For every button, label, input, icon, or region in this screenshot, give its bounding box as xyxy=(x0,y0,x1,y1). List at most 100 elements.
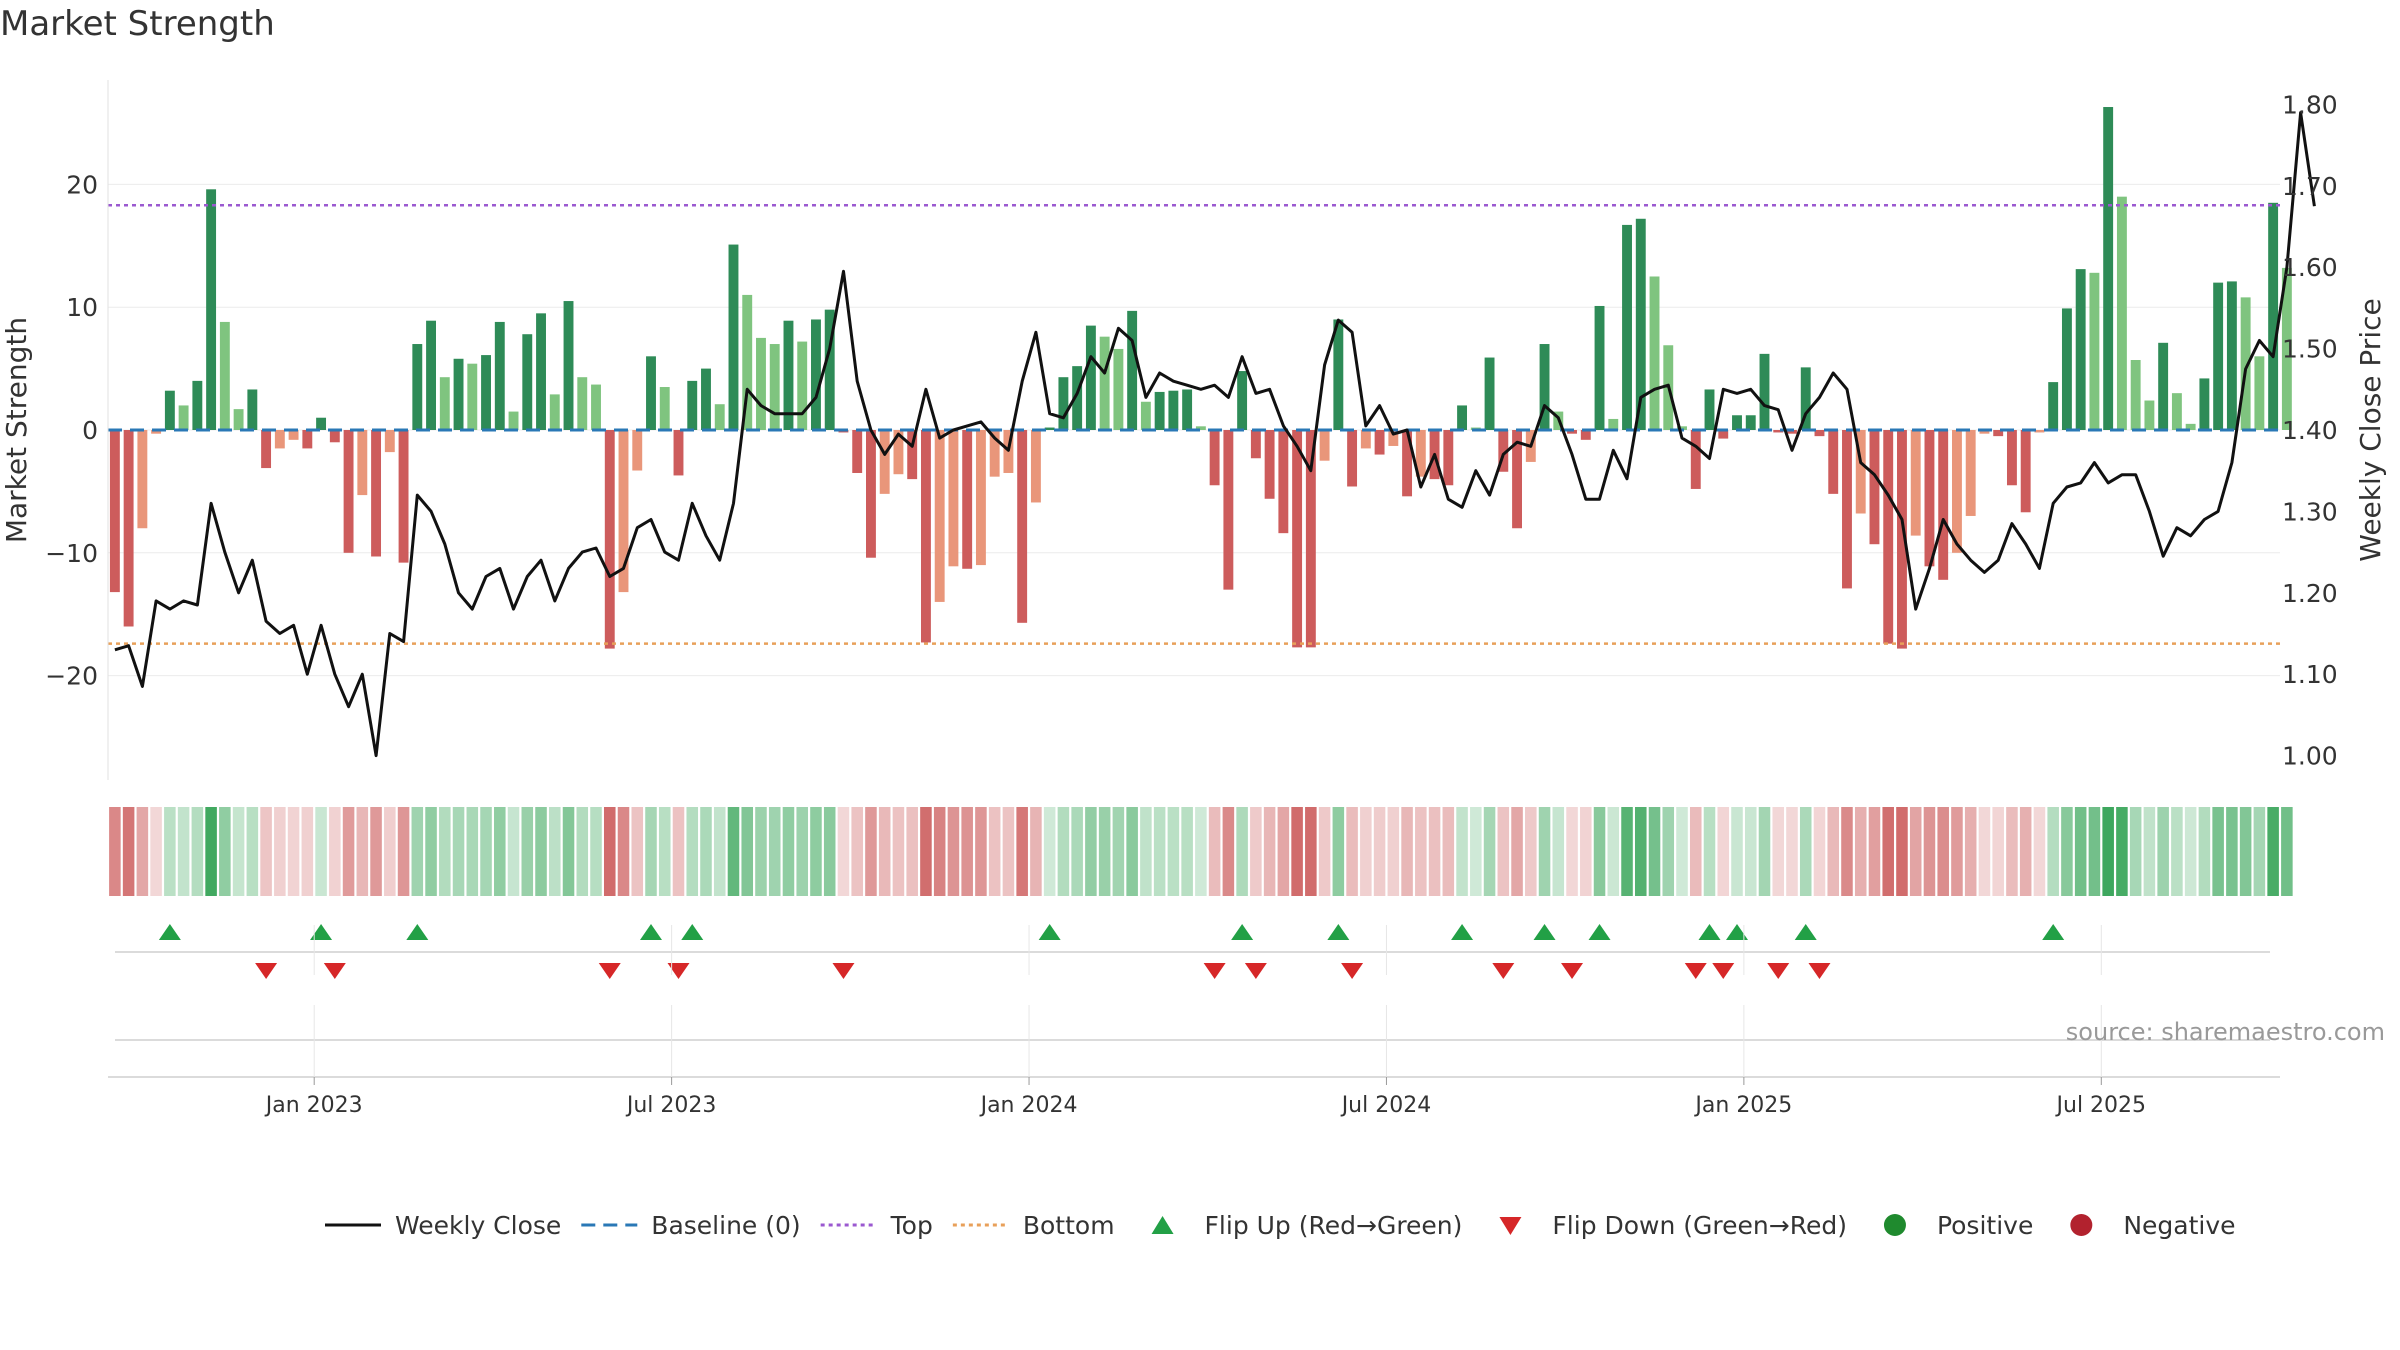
strength-bar xyxy=(2103,107,2114,430)
strength-bar xyxy=(1883,430,1894,644)
heat-cell xyxy=(2212,807,2224,896)
strength-bar xyxy=(1512,430,1522,529)
x-tick-label: Jan 2024 xyxy=(979,1093,1078,1118)
strength-bar xyxy=(1209,430,1220,486)
strength-bar xyxy=(2213,282,2224,430)
heat-cell xyxy=(1854,807,1867,896)
heat-cell xyxy=(452,807,465,896)
strength-bar xyxy=(811,319,821,430)
strength-bar xyxy=(384,430,395,453)
heat-cell xyxy=(1689,807,1702,896)
heat-cell xyxy=(700,807,712,896)
legend-item: Negative xyxy=(2070,1211,2236,1240)
strength-bar xyxy=(1787,430,1797,434)
strength-bar xyxy=(1182,389,1193,430)
flip-up-marker xyxy=(1038,924,1061,940)
heat-cell xyxy=(287,807,300,896)
strength-bar xyxy=(137,430,148,529)
heat-cell xyxy=(851,807,863,896)
strength-bar xyxy=(989,430,1000,477)
strength-bar xyxy=(2268,202,2279,430)
heat-cell xyxy=(631,807,644,896)
heat-cell xyxy=(1937,807,1949,896)
legend-item: Flip Down (Green→Red) xyxy=(1499,1211,1847,1240)
strength-bar xyxy=(659,387,670,430)
heat-cell xyxy=(2171,807,2183,896)
flip-down-marker xyxy=(1561,963,1584,979)
strength-bar xyxy=(1402,430,1413,497)
y-right-tick: 1.40 xyxy=(2282,416,2338,445)
heat-cell xyxy=(1593,807,1606,896)
heat-cell xyxy=(205,807,217,896)
strength-bar xyxy=(192,380,203,430)
heat-cell xyxy=(1401,807,1413,896)
heat-cell xyxy=(1717,807,1730,896)
heat-cell xyxy=(1813,807,1826,896)
strength-bar xyxy=(1910,430,1921,536)
legend-label: Top xyxy=(890,1211,933,1240)
strength-bar xyxy=(2116,196,2127,430)
strength-bar xyxy=(962,430,973,569)
strength-bar xyxy=(1113,348,1124,430)
strength-bar xyxy=(233,409,244,430)
strength-bar xyxy=(756,337,766,430)
flip-up-marker xyxy=(681,924,704,940)
strength-bar xyxy=(1319,430,1330,461)
legend-label: Flip Down (Green→Red) xyxy=(1552,1211,1847,1240)
strength-bar xyxy=(948,430,959,567)
strength-bar xyxy=(1333,319,1344,430)
strength-bar xyxy=(1924,430,1935,567)
flip-up-marker xyxy=(1327,924,1350,940)
strength-bar xyxy=(714,404,725,430)
flip-down-marker xyxy=(598,963,621,979)
heat-cell xyxy=(1263,807,1276,896)
x-tick-label: Jul 2023 xyxy=(625,1093,717,1118)
flip-down-marker xyxy=(1767,963,1790,979)
strength-bar xyxy=(1897,430,1907,649)
heat-cell xyxy=(988,807,1001,896)
strength-bar xyxy=(1484,357,1495,430)
strength-bar xyxy=(1745,415,1756,430)
heat-cell xyxy=(1360,807,1372,896)
heat-cell xyxy=(548,807,561,896)
strength-bar xyxy=(481,355,491,430)
y-right-tick: 1.60 xyxy=(2282,253,2338,282)
flip-up-marker xyxy=(406,924,429,940)
strength-bar xyxy=(1374,430,1385,455)
strength-bar xyxy=(2226,281,2237,430)
legend-item: Positive xyxy=(1883,1211,2033,1240)
strength-bar xyxy=(852,430,863,473)
axes: 20 10 0 −10 −20 1.80 1.70 1.60 1.50 1.40 1.30 1.20 1… xyxy=(45,80,2338,780)
strength-bar xyxy=(879,430,890,494)
heat-cell xyxy=(439,807,451,896)
strength-bar xyxy=(1415,430,1426,477)
strength-bar xyxy=(1938,430,1949,580)
strength-bar xyxy=(371,430,382,557)
heat-cell xyxy=(755,807,767,896)
heat-cell xyxy=(1291,807,1303,896)
strength-bar xyxy=(123,430,134,627)
strength-bar xyxy=(1168,390,1179,430)
legend-item: Baseline (0) xyxy=(581,1211,801,1240)
x-tick-label: Jul 2024 xyxy=(1340,1093,1432,1118)
flip-down-marker xyxy=(1341,963,1364,979)
strength-bar xyxy=(1704,389,1715,430)
heat-cell xyxy=(2129,807,2142,896)
x-tick-label: Jan 2023 xyxy=(264,1093,363,1118)
flip-down-marker xyxy=(1244,963,1267,979)
heat-cell xyxy=(1250,807,1262,896)
heat-cell xyxy=(2226,807,2238,896)
strength-bar xyxy=(164,390,175,430)
strength-bar xyxy=(742,294,753,430)
flip-up-marker xyxy=(158,924,181,940)
strength-bar xyxy=(274,430,285,449)
heat-cell xyxy=(1167,807,1180,896)
strength-bar xyxy=(178,405,189,430)
heat-cell xyxy=(1442,807,1455,896)
heat-cell xyxy=(1580,807,1592,896)
strength-bar xyxy=(1278,430,1289,534)
strength-bar xyxy=(1292,430,1303,648)
strength-bar xyxy=(1457,405,1468,430)
heat-cell xyxy=(397,807,410,896)
heat-cell xyxy=(342,807,355,896)
